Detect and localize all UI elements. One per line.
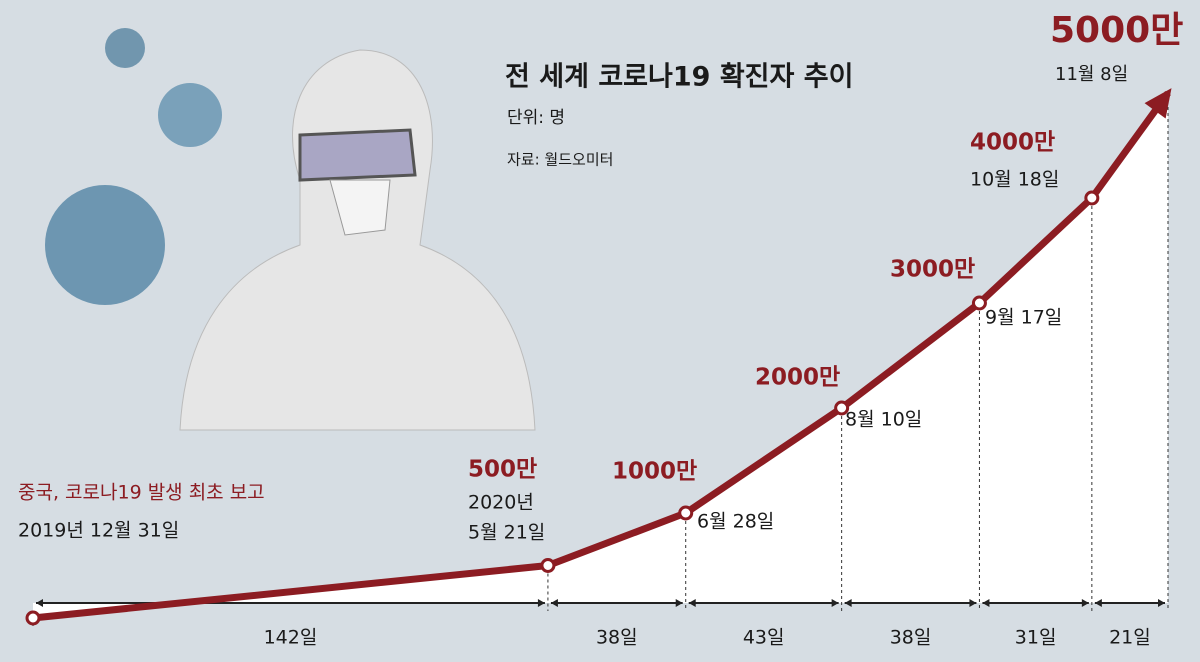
date-label: 11월 8일 <box>1055 64 1128 85</box>
value-label: 3000만 <box>890 257 975 283</box>
suit <box>179 49 536 431</box>
annotation: 중국, 코로나19 발생 최초 보고 <box>18 482 265 504</box>
interval-label: 142일 <box>264 627 318 649</box>
virus-illustrations <box>45 28 222 305</box>
value-label: 1000만 <box>612 459 697 485</box>
arrow-tip <box>1144 88 1172 119</box>
chart-title: 전 세계 코로나19 확진자 추이 <box>505 62 853 93</box>
interval-label: 31일 <box>1015 627 1057 649</box>
date-label: 10월 18일 <box>970 169 1059 191</box>
virus <box>105 28 145 68</box>
value-label: 4000만 <box>970 130 1055 156</box>
value-label: 2000만 <box>755 365 840 391</box>
data-point <box>834 400 850 416</box>
source: 자료: 월드오미터 <box>507 151 613 169</box>
date-label: 8월 10일 <box>845 409 922 431</box>
data-point <box>25 610 41 626</box>
data-point <box>678 505 694 521</box>
mask <box>329 179 391 236</box>
date-label: 5월 21일 <box>468 522 545 544</box>
hazmat-figure <box>179 49 536 431</box>
interval-label: 43일 <box>743 627 785 649</box>
value-label: 500만 <box>468 457 537 483</box>
area-fill <box>33 93 1168 618</box>
year-label: 2020년 <box>468 492 534 514</box>
virus <box>158 83 222 147</box>
plot: 142일 38일 43일 38일 31일 21일 2019년 12월 31일 500만 5월 2… <box>18 10 1183 649</box>
date-label: 2019년 12월 31일 <box>18 520 179 542</box>
interval-label: 21일 <box>1109 627 1151 649</box>
interval-label: 38일 <box>596 627 638 649</box>
value-label: 5000만 <box>1050 10 1183 51</box>
subtitle: 단위: 명 <box>507 108 565 128</box>
date-label: 9월 17일 <box>985 307 1062 329</box>
data-point <box>971 295 987 311</box>
data-point <box>1084 190 1100 206</box>
virus <box>45 185 165 305</box>
data-point <box>540 558 556 573</box>
date-label: 6월 28일 <box>697 511 774 533</box>
interval-label: 38일 <box>890 627 932 649</box>
goggles <box>298 128 417 182</box>
